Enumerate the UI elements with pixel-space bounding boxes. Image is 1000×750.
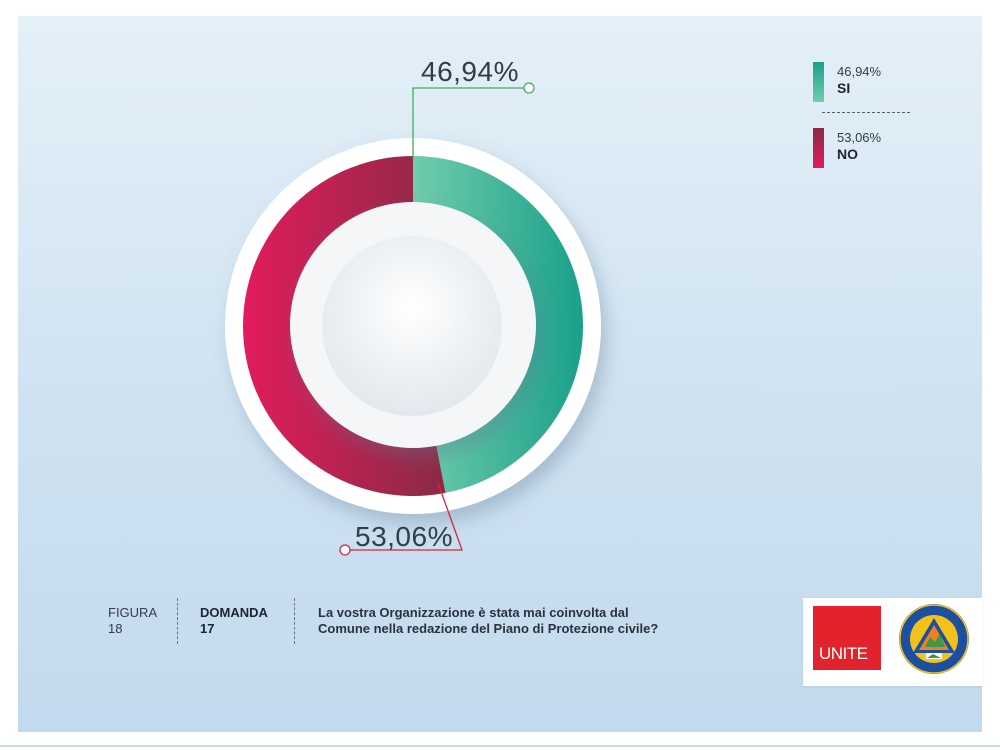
legend-swatch-si (813, 62, 824, 102)
no-leader-line (346, 482, 463, 551)
legend-label-si: SI (837, 80, 851, 96)
question-text-line-1: La vostra Organizzazione è stata mai coi… (318, 605, 629, 620)
protezione-civile-logo (899, 604, 969, 674)
donut-hole (322, 236, 502, 416)
footer-separator (177, 598, 178, 644)
question-number: 17 (200, 621, 215, 636)
question-text-line-2: Comune nella redazione del Piano di Prot… (318, 621, 659, 636)
no-leader-dot (339, 544, 351, 556)
footer-separator (294, 598, 295, 644)
figure-label: FIGURA (108, 605, 158, 620)
logo-card: UNITE (803, 598, 983, 686)
si-percent-label: 46,94% (421, 56, 519, 87)
legend-label-no: NO (837, 146, 858, 162)
callout-leaders (339, 82, 535, 556)
legend-item-si: 46,94% SI (813, 62, 933, 102)
bottom-divider (0, 745, 1000, 747)
unite-logo-text: UNITE (819, 644, 868, 663)
si-leader-line (412, 87, 528, 158)
legend-value-si: 46,94% (837, 64, 882, 79)
no-percent-label: 53,06% (355, 521, 453, 552)
legend-item-no: 53,06% NO (813, 128, 933, 168)
question-label: DOMANDA (200, 605, 268, 620)
figure-number: 18 (108, 621, 123, 636)
si-leader-dot (523, 82, 535, 94)
legend-divider (822, 112, 910, 113)
legend-swatch-no (813, 128, 824, 168)
legend-value-no: 53,06% (837, 130, 882, 145)
unite-logo: UNITE (813, 606, 881, 670)
